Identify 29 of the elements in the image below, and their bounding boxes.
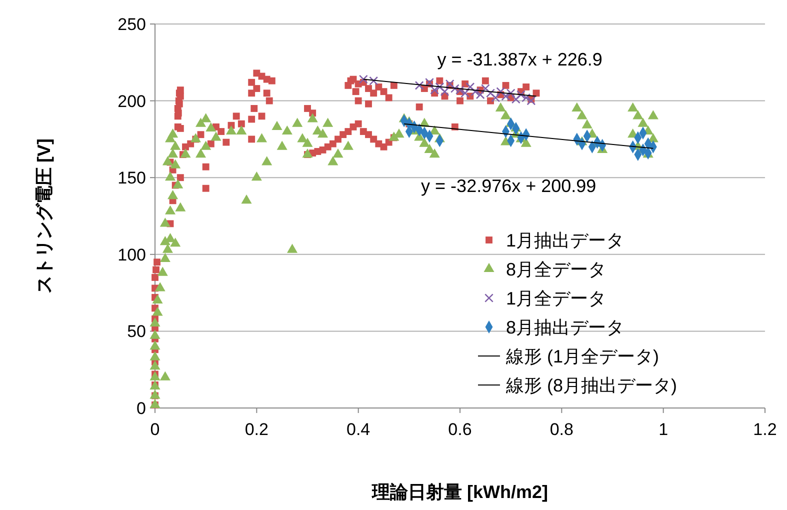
legend-label: 線形 (8月抽出データ) — [505, 375, 677, 396]
legend-label: 線形 (1月全データ) — [505, 346, 659, 366]
y-tick-label: 150 — [118, 168, 146, 188]
legend-label: 1月抽出データ — [506, 230, 624, 250]
x-tick-label: 1 — [658, 420, 668, 439]
y-axis-title: ストリング電圧 [V] — [34, 138, 54, 294]
x-axis-title: 理論日射量 [kWh/m2] — [370, 482, 548, 502]
x-tick-label: 1.2 — [753, 420, 777, 439]
point — [480, 84, 490, 93]
y-tick-label: 200 — [118, 92, 146, 111]
y-tick-label: 250 — [118, 14, 146, 34]
x-tick-label: 0.2 — [244, 420, 268, 439]
x-tick-label: 0.4 — [346, 420, 370, 439]
y-tick-label: 0 — [136, 398, 146, 418]
legend-label: 1月全データ — [506, 288, 606, 308]
y-tick-label: 50 — [127, 322, 146, 342]
x-tick-label: 0.6 — [448, 420, 472, 439]
legend-label: 8月抽出データ — [506, 317, 624, 338]
legend-label: 8月全データ — [506, 259, 606, 280]
point — [526, 96, 536, 106]
point — [425, 78, 434, 87]
x-tick-label: 0.8 — [550, 420, 574, 439]
annotation: y = -32.976x + 200.99 — [421, 176, 596, 196]
x-tick-label: 0 — [150, 420, 160, 439]
annotation: y = -31.387x + 226.9 — [437, 50, 602, 70]
y-tick-label: 100 — [118, 245, 146, 264]
point — [466, 82, 475, 92]
point — [435, 82, 444, 92]
point — [414, 80, 424, 90]
